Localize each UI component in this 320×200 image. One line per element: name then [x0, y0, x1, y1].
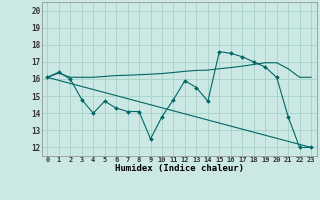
X-axis label: Humidex (Indice chaleur): Humidex (Indice chaleur): [115, 164, 244, 173]
